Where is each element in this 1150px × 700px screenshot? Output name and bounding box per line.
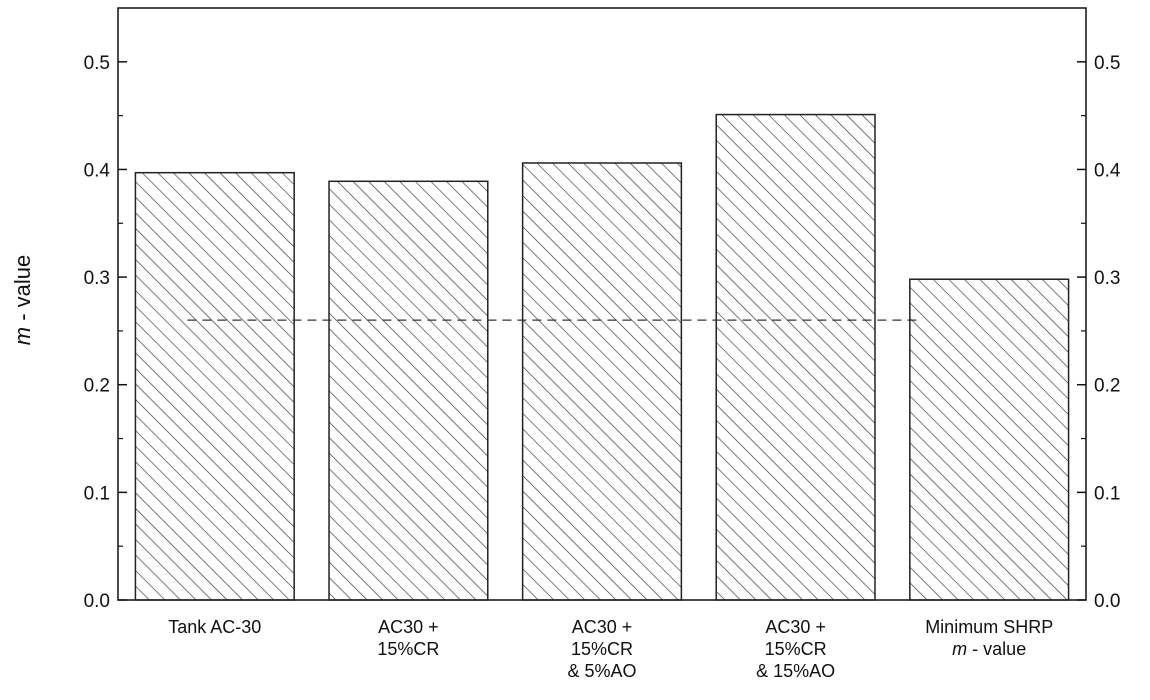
y-axis-label: m - value [10, 255, 35, 345]
x-category-label: AC30 +15%CR & 5%AO [567, 617, 636, 681]
x-category-label: AC30 +15%CR & 15%AO [756, 617, 835, 681]
y-tick-label-left: 0.4 [84, 160, 111, 181]
bar-1 [134, 171, 295, 601]
y-tick-label-right: 0.2 [1094, 376, 1120, 397]
x-category-label: Tank AC-30 [168, 617, 261, 637]
y-tick-label-left: 0.3 [84, 268, 110, 289]
y-tick-label-left: 0.1 [84, 483, 110, 504]
y-tick-label-left: 0.0 [84, 591, 110, 612]
y-axis-right: 0.0 0.1 0.2 0.3 0.4 0.5 [1077, 53, 1121, 612]
bar-3 [521, 162, 683, 601]
x-category-label: AC30 +15%CR [377, 617, 439, 659]
bar-2 [328, 180, 489, 601]
x-axis-labels: Tank AC-30 AC30 +15%CR AC30 +15%CR & 5%AO AC… [168, 617, 1053, 681]
bars-group [134, 113, 1070, 601]
bar-5 [909, 278, 1070, 601]
y-axis-label-italic: m [10, 327, 35, 345]
y-axis-label-rest: - value [10, 255, 35, 327]
y-axis-left: 0.0 0.1 0.2 0.3 0.4 0.5 [84, 53, 127, 612]
y-tick-label-right: 0.0 [1094, 591, 1120, 612]
y-tick-label-left: 0.5 [84, 53, 110, 74]
y-tick-label-right: 0.1 [1094, 483, 1120, 504]
y-tick-label-right: 0.4 [1094, 160, 1121, 181]
bar-4 [715, 113, 876, 601]
y-tick-label-left: 0.2 [84, 376, 110, 397]
x-category-label: Minimum SHRP m - value [925, 617, 1053, 659]
y-tick-label-right: 0.3 [1094, 268, 1120, 289]
y-tick-label-right: 0.5 [1094, 53, 1120, 74]
